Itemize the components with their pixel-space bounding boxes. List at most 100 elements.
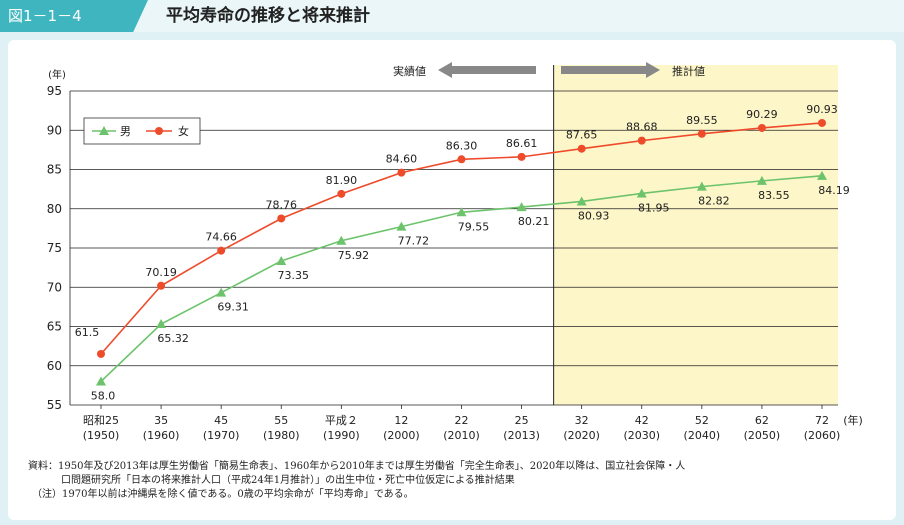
x-tick-label-western: (1970) xyxy=(203,429,240,442)
x-tick-label-western: (2013) xyxy=(503,429,540,442)
x-tick-label-western: (2020) xyxy=(563,429,600,442)
x-tick-label: 22 xyxy=(455,414,469,427)
x-tick-label: 25 xyxy=(515,414,529,427)
female-data-label: 86.61 xyxy=(506,137,538,150)
actual-label: 実績値 xyxy=(393,64,426,78)
male-data-label: 83.55 xyxy=(758,189,790,202)
y-tick-label: 90 xyxy=(47,123,62,137)
y-tick-label: 65 xyxy=(47,320,62,334)
male-series-point xyxy=(636,188,647,198)
x-tick-label: 12 xyxy=(394,414,408,427)
male-data-label: 84.19 xyxy=(818,184,850,197)
x-tick-label-western: (2010) xyxy=(443,429,480,442)
male-series-point xyxy=(156,318,167,328)
female-series-point xyxy=(97,349,105,358)
male-series-point xyxy=(336,235,347,245)
male-data-label: 75.92 xyxy=(338,249,370,262)
x-tick-label: 平成２ xyxy=(325,414,358,427)
female-series-point xyxy=(157,281,166,290)
male-series-point xyxy=(756,175,767,185)
y-tick-label: 85 xyxy=(47,163,62,177)
projection-region xyxy=(553,65,838,405)
female-series-point xyxy=(517,152,526,161)
female-data-label: 70.19 xyxy=(145,266,177,279)
female-data-label: 89.55 xyxy=(686,114,718,127)
male-series-point xyxy=(276,255,287,265)
male-series-point xyxy=(817,170,827,180)
x-tick-label-western: (2060) xyxy=(804,429,841,442)
male-data-label: 79.55 xyxy=(458,220,490,233)
projected-label: 推計値 xyxy=(672,64,705,78)
source-note-line1: 資料：1950年及び2013年は厚生労働省「簡易生命表」、1960年から2010… xyxy=(28,461,686,472)
female-series-point xyxy=(337,189,346,198)
female-data-label: 90.93 xyxy=(806,103,838,116)
figure-header: 図1－1－4 平均寿命の推移と将来推計 xyxy=(0,0,904,32)
male-series-point xyxy=(696,181,707,191)
y-tick-label: 60 xyxy=(47,359,62,373)
female-data-label: 74.66 xyxy=(205,231,237,244)
x-tick-label-western: (1960) xyxy=(143,429,180,442)
x-tick-label: 32 xyxy=(575,414,589,427)
male-data-label: 80.93 xyxy=(578,209,610,222)
female-data-label: 90.29 xyxy=(746,108,778,121)
x-tick-label: 42 xyxy=(635,414,649,427)
x-axis-unit: (年) xyxy=(843,413,863,427)
x-tick-label-western: (2030) xyxy=(623,429,660,442)
figure-title: 平均寿命の推移と将来推計 xyxy=(166,6,370,26)
female-data-label: 78.76 xyxy=(266,198,298,211)
female-data-label: 81.90 xyxy=(326,174,358,187)
x-tick-label-western: (2050) xyxy=(744,429,781,442)
legend-female-label: 女 xyxy=(178,124,189,138)
female-series-point xyxy=(577,144,586,153)
caveat-note: （注）1970年以前は沖縄県を除く値である。0歳の平均余命が「平均寿命」である。 xyxy=(32,489,414,500)
male-data-label: 82.82 xyxy=(698,195,730,208)
male-data-label: 73.35 xyxy=(278,269,310,282)
y-tick-label: 95 xyxy=(47,84,62,98)
figure-number: 図1－1－4 xyxy=(0,0,148,32)
female-series-point xyxy=(757,123,766,132)
female-data-label: 88.68 xyxy=(626,121,658,134)
female-series-point xyxy=(457,155,466,164)
legend-male-marker xyxy=(99,126,109,135)
x-tick-label: 昭和25 xyxy=(83,414,119,427)
x-tick-label-western: (1950) xyxy=(83,429,120,442)
x-tick-label: 52 xyxy=(695,414,709,427)
x-tick-label: 35 xyxy=(154,414,168,427)
male-series-point xyxy=(516,202,527,212)
male-series-point xyxy=(456,207,467,217)
x-tick-label-western: (1990) xyxy=(323,429,360,442)
y-tick-label: 75 xyxy=(47,241,62,255)
female-data-label: 86.30 xyxy=(446,139,478,152)
female-data-label: 87.65 xyxy=(566,129,598,142)
x-tick-label: 55 xyxy=(274,414,288,427)
legend-female-marker xyxy=(155,127,163,135)
x-tick-label: 72 xyxy=(815,414,829,427)
x-tick-label-western: (2000) xyxy=(383,429,420,442)
male-series-point xyxy=(96,376,106,386)
arrow-left-icon xyxy=(438,62,536,78)
chart-notes: 資料：1950年及び2013年は厚生労働省「簡易生命表」、1960年から2010… xyxy=(28,460,888,502)
arrow-right-icon xyxy=(561,62,660,78)
female-series-point xyxy=(277,214,286,223)
x-tick-label-western: (1980) xyxy=(263,429,300,442)
male-data-label: 58.0 xyxy=(91,389,116,402)
female-series-point xyxy=(697,129,706,138)
male-data-label: 69.31 xyxy=(217,301,249,314)
x-tick-label: 45 xyxy=(214,414,228,427)
source-note-line2: 口問題研究所「日本の将来推計人口（平成24年1月推計）」の出生中位・死亡中位仮定… xyxy=(61,475,515,486)
y-tick-label: 70 xyxy=(47,280,62,294)
y-axis-unit: (年) xyxy=(48,68,66,81)
male-data-label: 65.32 xyxy=(157,332,189,345)
legend-male-label: 男 xyxy=(120,125,131,138)
female-series-point xyxy=(637,136,646,145)
male-data-label: 77.72 xyxy=(398,235,430,248)
x-tick-label: 62 xyxy=(755,414,769,427)
male-series-point xyxy=(576,196,587,206)
y-tick-label: 80 xyxy=(47,202,62,216)
female-series-point xyxy=(217,246,226,255)
male-series-point xyxy=(216,287,227,297)
female-data-label: 84.60 xyxy=(386,153,418,166)
legend: 男女 xyxy=(83,117,201,145)
male-data-label: 81.95 xyxy=(638,201,670,214)
